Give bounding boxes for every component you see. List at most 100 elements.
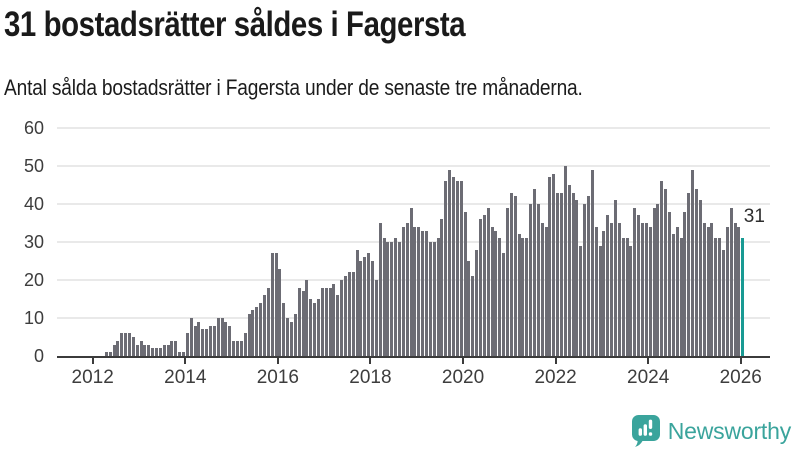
bar xyxy=(529,204,533,356)
bar xyxy=(683,211,687,356)
bar xyxy=(725,226,729,356)
bar xyxy=(625,238,629,356)
bar xyxy=(236,340,240,356)
bar xyxy=(621,238,625,356)
bar xyxy=(718,238,722,356)
bar xyxy=(421,230,425,356)
bar xyxy=(432,242,436,356)
bar xyxy=(482,215,486,356)
bar xyxy=(695,188,699,356)
x-axis-tick xyxy=(739,358,742,364)
bar xyxy=(498,238,502,356)
y-axis-label: 60 xyxy=(23,118,44,138)
x-axis-tick xyxy=(554,358,557,364)
bar xyxy=(224,321,228,356)
bar xyxy=(108,352,112,356)
bar xyxy=(440,219,444,356)
bar xyxy=(641,223,645,356)
y-axis-label: 40 xyxy=(23,194,44,214)
bar xyxy=(594,226,598,356)
bar xyxy=(563,166,567,356)
bar xyxy=(590,169,594,356)
bar xyxy=(290,321,294,356)
y-axis-label: 30 xyxy=(23,232,44,252)
bar xyxy=(521,238,525,356)
bar xyxy=(706,226,710,356)
bar xyxy=(143,344,147,356)
bar xyxy=(124,333,128,356)
x-axis-label: 2012 xyxy=(71,367,114,388)
bar xyxy=(367,253,371,356)
bar xyxy=(722,249,726,356)
bar xyxy=(502,253,506,356)
bar xyxy=(479,219,483,356)
bar xyxy=(228,325,232,356)
bar xyxy=(467,261,471,356)
bar xyxy=(533,188,537,356)
bar xyxy=(401,226,405,356)
gridline xyxy=(57,165,770,167)
bar xyxy=(587,196,591,356)
bar xyxy=(182,352,186,356)
bar xyxy=(151,348,155,356)
bar xyxy=(382,238,386,356)
bar xyxy=(552,173,556,356)
bar xyxy=(517,234,521,356)
bar xyxy=(317,299,321,356)
bar xyxy=(698,200,702,356)
bar xyxy=(413,226,417,356)
bar xyxy=(371,261,375,356)
bar xyxy=(266,287,270,356)
bar xyxy=(131,337,135,356)
bar xyxy=(243,333,247,356)
bar xyxy=(668,211,672,356)
bar xyxy=(656,204,660,356)
bar xyxy=(548,177,552,356)
x-axis-tick xyxy=(184,358,187,364)
bar xyxy=(135,344,139,356)
bar xyxy=(710,223,714,356)
bar xyxy=(598,245,602,356)
gridline xyxy=(57,203,770,205)
bar xyxy=(147,344,151,356)
bar xyxy=(305,280,309,356)
bar xyxy=(386,242,390,356)
bar xyxy=(351,272,355,356)
bar xyxy=(139,340,143,356)
last-value-annotation: 31 xyxy=(743,206,765,228)
bar xyxy=(293,314,297,356)
bar xyxy=(610,223,614,356)
bar xyxy=(212,325,216,356)
x-axis-line xyxy=(57,356,770,358)
bar xyxy=(255,306,259,356)
y-axis-label: 50 xyxy=(23,156,44,176)
bar xyxy=(128,333,132,356)
x-axis-label: 2016 xyxy=(256,367,299,388)
bar xyxy=(560,192,564,356)
bar xyxy=(170,340,174,356)
bar xyxy=(313,302,317,356)
bar xyxy=(486,207,490,356)
bar xyxy=(216,318,220,356)
bar xyxy=(490,226,494,356)
bar xyxy=(463,211,467,356)
bar xyxy=(544,226,548,356)
bar xyxy=(660,181,664,356)
newsworthy-wordmark: Newsworthy xyxy=(667,418,791,444)
bar xyxy=(571,192,575,356)
bar xyxy=(286,318,290,356)
bar xyxy=(112,344,116,356)
bar xyxy=(583,204,587,356)
bar xyxy=(475,249,479,356)
x-axis-label: 2018 xyxy=(349,367,392,388)
bar xyxy=(455,181,459,356)
bar xyxy=(363,257,367,356)
gridline xyxy=(57,127,770,129)
bar xyxy=(679,238,683,356)
bar xyxy=(664,188,668,356)
bar xyxy=(652,207,656,356)
highlighted-bar xyxy=(741,238,745,356)
bar xyxy=(328,287,332,356)
